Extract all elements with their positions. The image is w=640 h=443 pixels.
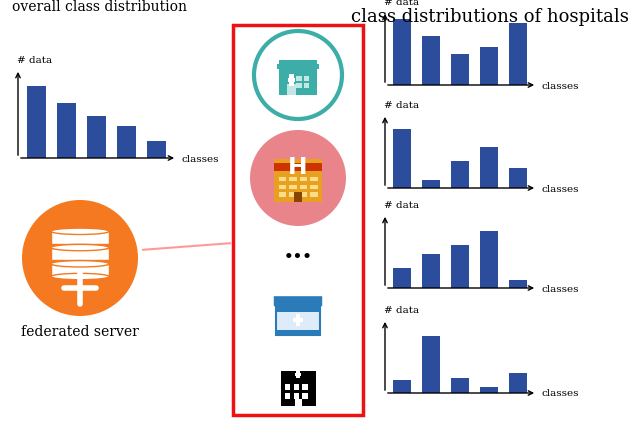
Circle shape xyxy=(254,31,342,119)
Ellipse shape xyxy=(51,228,109,234)
Bar xyxy=(304,83,309,89)
Bar xyxy=(279,60,317,95)
Bar xyxy=(276,305,320,335)
Bar xyxy=(304,76,309,81)
Bar xyxy=(509,168,527,188)
Bar xyxy=(422,336,440,393)
Bar xyxy=(480,148,498,188)
Ellipse shape xyxy=(51,273,109,280)
Text: # data: # data xyxy=(384,201,419,210)
Bar xyxy=(310,185,317,189)
Bar xyxy=(289,193,296,197)
Bar xyxy=(117,126,136,158)
Bar xyxy=(310,193,317,197)
Bar xyxy=(295,373,301,376)
Text: classes: classes xyxy=(541,82,579,90)
Bar xyxy=(451,54,469,85)
Bar xyxy=(451,377,469,393)
Text: # data: # data xyxy=(384,0,419,7)
Bar xyxy=(451,245,469,288)
Bar xyxy=(300,177,307,181)
Bar xyxy=(287,84,296,95)
Bar xyxy=(296,83,301,89)
Ellipse shape xyxy=(51,260,109,267)
Bar xyxy=(274,163,322,171)
Bar xyxy=(276,305,320,312)
Bar xyxy=(296,76,301,81)
Text: classes: classes xyxy=(541,284,579,294)
Bar xyxy=(288,78,295,82)
Bar xyxy=(310,177,317,181)
Bar xyxy=(280,370,316,405)
Text: ...: ... xyxy=(284,237,312,264)
Bar xyxy=(300,193,307,197)
Bar xyxy=(296,371,300,378)
Bar xyxy=(292,318,303,323)
Circle shape xyxy=(22,200,138,316)
Bar xyxy=(285,384,291,390)
Bar xyxy=(27,86,45,158)
Bar xyxy=(274,159,322,202)
Text: # data: # data xyxy=(384,101,419,110)
Bar xyxy=(289,177,296,181)
Text: classes: classes xyxy=(541,184,579,194)
Bar xyxy=(300,185,307,189)
Bar xyxy=(51,231,109,244)
Bar xyxy=(451,161,469,188)
Text: overall class distribution: overall class distribution xyxy=(13,0,188,14)
Bar xyxy=(422,254,440,288)
Bar xyxy=(57,103,76,158)
Bar xyxy=(51,248,109,260)
Bar xyxy=(276,330,320,335)
Bar xyxy=(509,23,527,85)
Bar xyxy=(289,74,294,86)
Bar xyxy=(302,384,308,390)
FancyBboxPatch shape xyxy=(274,296,322,306)
Bar xyxy=(277,64,319,70)
Bar xyxy=(289,185,296,189)
Bar xyxy=(302,393,308,399)
Text: H: H xyxy=(288,155,308,179)
Bar xyxy=(294,193,302,202)
Text: classes: classes xyxy=(181,155,218,163)
Text: # data: # data xyxy=(384,306,419,315)
Bar xyxy=(394,381,412,393)
Bar xyxy=(480,231,498,288)
Bar xyxy=(279,177,286,181)
Bar xyxy=(51,264,109,276)
Bar xyxy=(509,280,527,288)
Bar xyxy=(279,185,286,189)
Bar xyxy=(233,25,363,415)
Bar xyxy=(480,47,498,85)
Bar xyxy=(294,393,300,399)
Bar xyxy=(294,399,301,405)
Text: class distributions of hospitals: class distributions of hospitals xyxy=(351,8,629,26)
Bar xyxy=(394,268,412,288)
Text: classes: classes xyxy=(541,389,579,399)
Bar xyxy=(285,393,291,399)
Ellipse shape xyxy=(51,245,109,251)
Circle shape xyxy=(250,130,346,226)
Bar xyxy=(394,19,412,85)
Bar xyxy=(147,141,166,158)
Bar xyxy=(422,179,440,188)
Bar xyxy=(296,314,300,326)
Bar xyxy=(422,36,440,85)
Bar xyxy=(509,373,527,393)
Bar xyxy=(87,116,106,158)
Bar xyxy=(294,384,300,390)
Bar xyxy=(279,193,286,197)
Bar xyxy=(394,128,412,188)
Text: # data: # data xyxy=(17,56,52,65)
Bar xyxy=(480,387,498,393)
Text: federated server: federated server xyxy=(21,325,139,339)
